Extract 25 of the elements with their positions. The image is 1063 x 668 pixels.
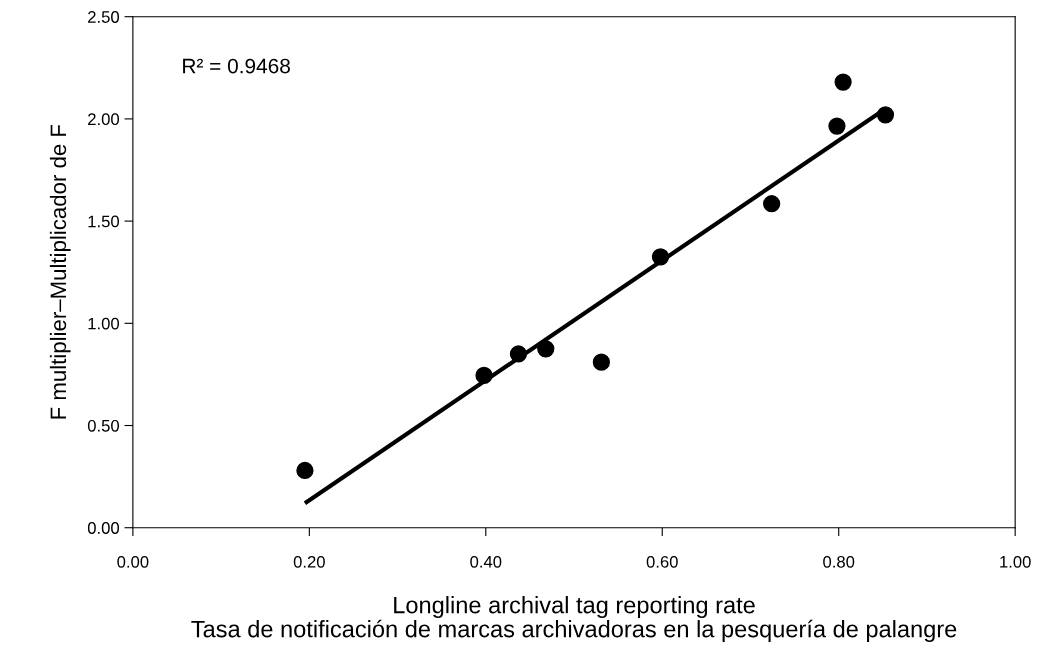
x-tick-label: 0.20 — [293, 555, 325, 568]
point — [828, 117, 846, 135]
point — [509, 345, 528, 363]
y-tick-label: 0.50 — [87, 419, 120, 432]
annotation: R² = 0.9468 — [183, 58, 290, 74]
x-tick-label: 1.00 — [1000, 555, 1031, 568]
x-axis-title: Longline archival tag reporting rate Tasa de notificación de marcas archivadoras en la pesquería de palangre — [191, 596, 957, 643]
point — [834, 73, 852, 91]
point — [296, 461, 314, 480]
x-tick-label: 0.40 — [470, 555, 502, 568]
point — [592, 353, 610, 371]
y-tick-label: 2.00 — [88, 113, 120, 126]
x-tick-label: 0.00 — [117, 555, 149, 568]
point — [475, 366, 493, 385]
x-tick-label: 0.80 — [823, 555, 855, 568]
y-tick-label: 1.00 — [88, 317, 120, 330]
point — [763, 195, 781, 213]
y-tick-label: 0.00 — [87, 522, 120, 534]
point — [876, 106, 895, 124]
y-tick-label: 1.50 — [88, 215, 120, 228]
point — [651, 248, 670, 266]
x-tick-label: 0.60 — [646, 555, 678, 568]
y-tick-label: 2.50 — [88, 11, 120, 23]
point — [537, 340, 555, 358]
y-axis-title: F multiplier–Multiplicador de F — [49, 124, 71, 419]
